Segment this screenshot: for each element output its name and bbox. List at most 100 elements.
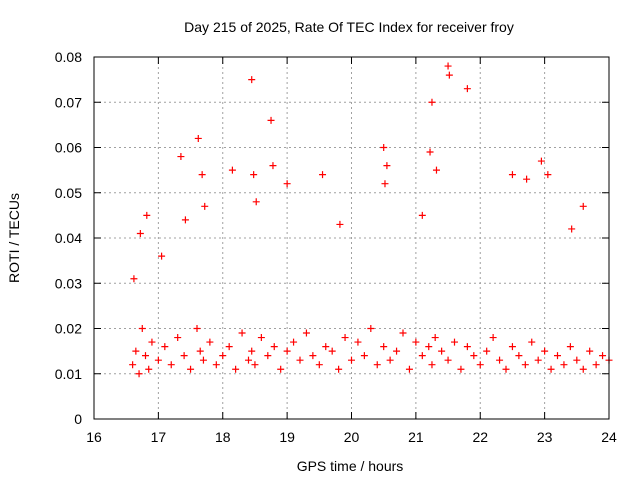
data-point: [130, 275, 138, 283]
data-point: [418, 352, 426, 360]
data-points: [129, 62, 613, 378]
data-point: [386, 356, 394, 364]
data-point: [302, 329, 310, 337]
data-point: [264, 352, 272, 360]
y-tick-labels: 0 0.01 0.02 0.03 0.04 0.05 0.06 0.07 0.08: [55, 49, 82, 427]
data-point: [283, 180, 291, 188]
x-tick-label: 22: [472, 429, 488, 445]
data-point: [277, 365, 285, 373]
data-point: [537, 157, 545, 165]
data-point: [428, 361, 436, 369]
data-point: [250, 171, 258, 179]
data-point: [309, 352, 317, 360]
data-point: [322, 343, 330, 351]
data-point: [470, 352, 478, 360]
data-point: [290, 338, 298, 346]
data-point: [198, 171, 206, 179]
data-point: [187, 365, 195, 373]
data-point: [544, 171, 552, 179]
data-point: [360, 352, 368, 360]
data-point: [196, 347, 204, 355]
y-tick-label: 0: [74, 411, 82, 427]
data-point: [573, 356, 581, 364]
data-point: [451, 338, 458, 346]
y-tick-label: 0.04: [55, 230, 82, 246]
data-point: [457, 365, 465, 373]
data-point: [445, 71, 453, 79]
data-point: [579, 202, 587, 210]
data-point: [212, 361, 220, 369]
data-point: [599, 352, 607, 360]
data-point: [444, 62, 452, 70]
data-point: [380, 343, 388, 351]
data-point: [523, 175, 531, 183]
data-point: [199, 356, 207, 364]
data-point: [483, 347, 491, 355]
chart-title: Day 215 of 2025, Rate Of TEC Index for r…: [184, 19, 514, 35]
data-point: [508, 343, 516, 351]
data-point: [248, 76, 256, 84]
data-point: [579, 365, 587, 373]
data-point: [267, 116, 275, 124]
data-point: [180, 352, 188, 360]
data-point: [568, 225, 576, 233]
data-point: [393, 347, 401, 355]
data-point: [245, 356, 252, 364]
data-point: [219, 352, 227, 360]
x-tick-label: 20: [344, 429, 360, 445]
data-point: [252, 198, 260, 206]
data-point: [367, 325, 375, 332]
data-point: [135, 370, 143, 378]
data-point: [489, 334, 497, 342]
x-tick-label: 23: [537, 429, 553, 445]
data-point: [528, 338, 536, 346]
y-tick-label: 0.05: [55, 185, 82, 201]
data-point: [412, 338, 420, 346]
data-point: [425, 343, 433, 351]
data-point: [508, 171, 516, 179]
x-tick-label: 18: [215, 429, 231, 445]
x-tick-label: 16: [86, 429, 102, 445]
data-point: [380, 144, 388, 151]
data-point: [438, 347, 446, 355]
data-point: [158, 252, 166, 260]
data-point: [521, 361, 529, 369]
y-tick-label: 0.06: [55, 140, 82, 156]
y-tick-label: 0.01: [55, 366, 82, 382]
y-tick-label: 0.03: [55, 275, 82, 291]
data-point: [296, 356, 304, 364]
data-point: [373, 361, 381, 369]
data-point: [232, 365, 240, 373]
x-tick-labels: 16 17 18 19 20 21 22 23 24: [86, 429, 617, 445]
data-point: [194, 134, 202, 142]
data-point: [341, 334, 349, 342]
data-point: [335, 365, 343, 373]
data-point: [328, 347, 336, 355]
y-tick-label: 0.08: [55, 49, 82, 65]
data-point: [566, 343, 574, 351]
data-point: [142, 352, 149, 360]
data-point: [431, 334, 439, 342]
data-point: [143, 211, 151, 219]
data-point: [463, 85, 471, 93]
data-point: [426, 148, 434, 156]
data-point: [145, 365, 153, 373]
data-point: [167, 361, 175, 369]
data-point: [248, 347, 256, 355]
data-point: [586, 347, 594, 355]
data-point: [432, 166, 440, 174]
data-point: [270, 343, 278, 351]
data-point: [554, 352, 561, 360]
data-point: [201, 202, 209, 210]
data-point: [225, 343, 233, 351]
y-axis-title: ROTI / TECUs: [6, 193, 22, 283]
data-point: [354, 338, 362, 346]
x-tick-label: 17: [151, 429, 167, 445]
data-point: [515, 352, 523, 360]
data-point: [319, 171, 327, 179]
data-point: [348, 356, 355, 364]
y-tick-label: 0.07: [55, 94, 82, 110]
data-point: [476, 361, 484, 369]
y-tick-label: 0.02: [55, 321, 82, 337]
